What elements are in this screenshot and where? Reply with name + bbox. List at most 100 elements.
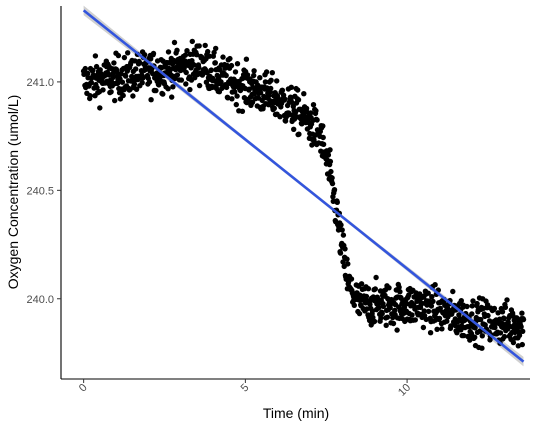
data-point — [165, 49, 172, 55]
y-tick-label: 240.0 — [26, 294, 54, 306]
data-point — [251, 68, 257, 74]
data-point — [171, 39, 178, 46]
data-point — [277, 114, 283, 120]
data-point — [234, 93, 240, 99]
data-point — [148, 56, 154, 62]
data-point — [291, 126, 297, 132]
data-point — [239, 108, 246, 115]
data-point — [365, 286, 372, 292]
data-point — [282, 96, 288, 102]
data-point — [123, 73, 129, 79]
data-point — [184, 48, 190, 54]
data-point — [112, 97, 118, 104]
fit-line-layer — [82, 9, 525, 363]
data-point — [340, 232, 347, 238]
data-point — [320, 123, 326, 129]
data-point — [289, 99, 295, 105]
data-point — [339, 227, 345, 233]
data-point — [520, 328, 526, 334]
data-point — [127, 86, 133, 93]
data-point — [82, 65, 89, 72]
data-point — [169, 94, 175, 100]
data-point — [227, 55, 233, 62]
data-point — [129, 73, 135, 80]
data-point — [432, 282, 438, 288]
data-point — [491, 305, 498, 312]
data-point — [160, 91, 166, 97]
data-point — [178, 77, 185, 83]
data-point — [329, 180, 336, 187]
data-point — [371, 318, 378, 325]
data-point — [478, 316, 484, 323]
data-point — [196, 43, 202, 49]
data-point — [448, 323, 454, 329]
data-point — [472, 325, 478, 331]
data-point — [439, 326, 445, 332]
data-point — [501, 333, 508, 340]
data-point — [434, 326, 440, 332]
data-point — [421, 308, 427, 314]
y-tick-label: 241.0 — [26, 77, 54, 89]
data-point — [519, 341, 525, 348]
data-point — [119, 79, 126, 85]
scatter-points-layer — [80, 38, 527, 351]
data-point — [327, 147, 333, 153]
data-point — [194, 52, 200, 58]
data-point — [279, 87, 286, 94]
y-axis-title: Oxygen Concentration (umol/L) — [5, 95, 21, 290]
data-point — [191, 62, 197, 68]
data-point — [182, 52, 189, 58]
data-point — [288, 84, 294, 91]
data-point — [427, 330, 434, 336]
data-point — [223, 72, 229, 79]
data-point — [372, 286, 378, 292]
data-point — [461, 332, 467, 339]
data-point — [187, 86, 193, 93]
data-point — [100, 87, 106, 93]
data-point — [220, 54, 226, 60]
data-point — [183, 69, 189, 76]
data-point — [379, 310, 385, 317]
data-point — [139, 80, 145, 86]
data-point — [232, 69, 239, 75]
data-point — [87, 93, 93, 99]
data-point — [397, 289, 403, 295]
data-point — [320, 134, 326, 141]
data-point — [125, 50, 131, 56]
y-ticks: 240.0 240.5 241.0 — [26, 77, 61, 306]
data-point — [485, 312, 491, 319]
data-point — [85, 70, 91, 77]
data-point — [436, 315, 443, 322]
data-point — [97, 105, 103, 111]
data-point — [327, 158, 334, 165]
data-point — [450, 288, 456, 295]
data-point — [404, 301, 410, 307]
data-point — [233, 101, 239, 108]
data-point — [206, 53, 212, 59]
x-tick-label: 5 — [239, 382, 252, 395]
data-point — [429, 294, 435, 300]
data-point — [133, 86, 140, 93]
data-point — [262, 79, 269, 85]
data-point — [196, 82, 203, 89]
data-point — [148, 97, 154, 103]
data-point — [320, 141, 327, 147]
regression-line — [82, 9, 525, 363]
data-point — [165, 86, 171, 92]
data-point — [313, 108, 319, 114]
data-point — [269, 70, 275, 76]
data-point — [514, 315, 520, 321]
data-point — [328, 168, 334, 175]
data-point — [425, 308, 432, 315]
data-point — [274, 78, 280, 84]
data-point — [90, 67, 96, 74]
data-point — [94, 84, 100, 91]
data-point — [497, 330, 504, 336]
data-point — [150, 50, 157, 57]
data-point — [136, 59, 143, 66]
y-tick-label: 240.5 — [26, 185, 54, 197]
data-point — [296, 131, 302, 137]
data-point — [454, 330, 460, 336]
data-point — [228, 62, 235, 69]
data-point — [344, 256, 350, 262]
